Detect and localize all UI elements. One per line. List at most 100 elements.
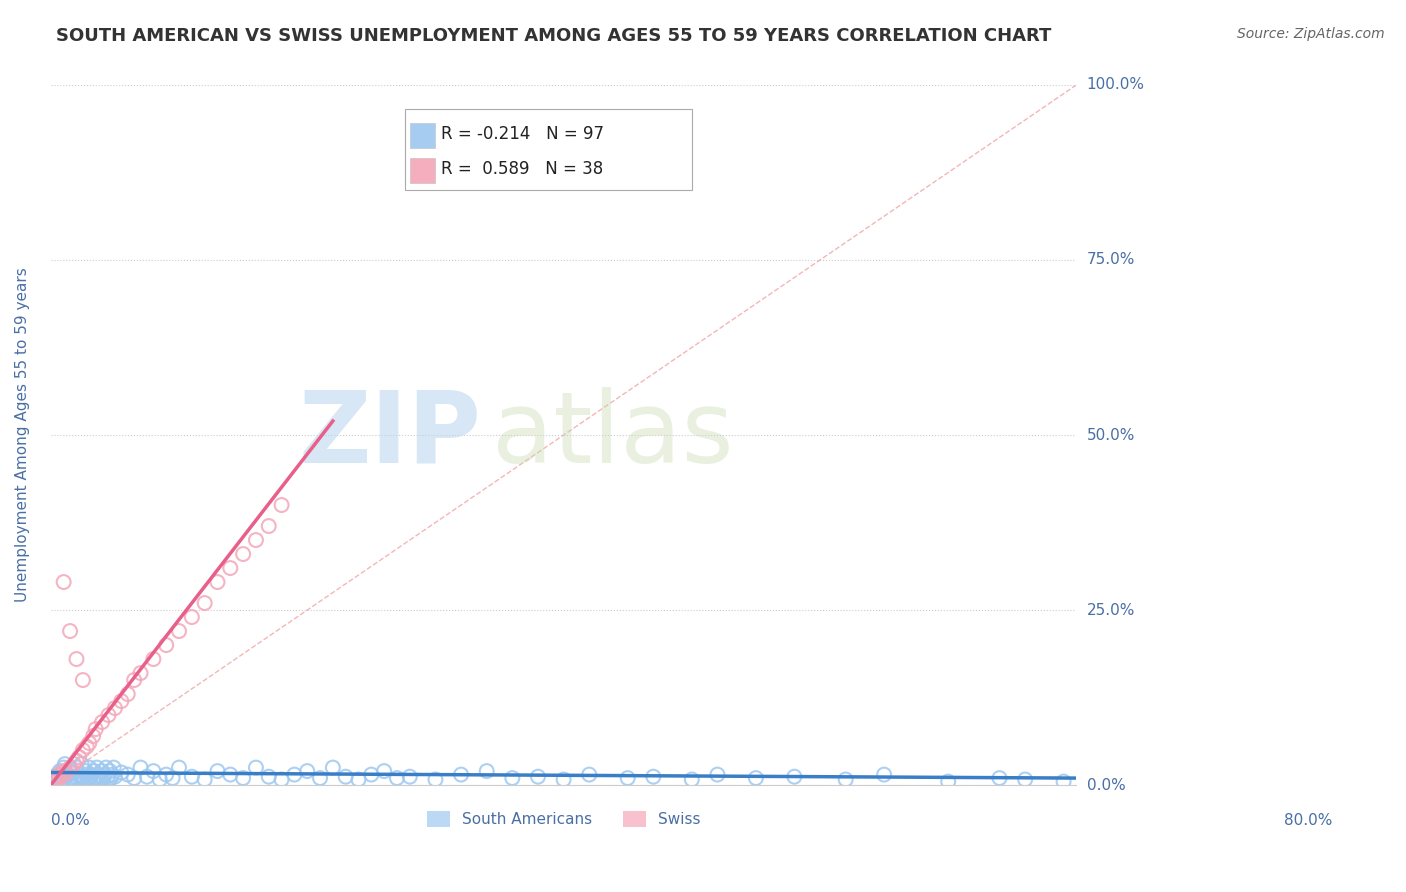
Point bbox=[117, 687, 139, 701]
Point bbox=[84, 722, 107, 736]
Point bbox=[72, 673, 94, 687]
Point bbox=[245, 533, 267, 547]
Point bbox=[82, 772, 104, 787]
Point bbox=[245, 761, 267, 775]
Point bbox=[475, 764, 498, 778]
Point bbox=[219, 561, 242, 575]
Text: ZIP: ZIP bbox=[298, 386, 482, 483]
Point bbox=[988, 771, 1011, 785]
Point bbox=[1014, 772, 1036, 787]
Point bbox=[873, 767, 896, 781]
Point bbox=[129, 761, 152, 775]
Point bbox=[91, 764, 114, 778]
Point bbox=[142, 764, 165, 778]
Point bbox=[643, 770, 665, 784]
Point bbox=[347, 772, 370, 787]
Point bbox=[72, 743, 94, 757]
Point bbox=[553, 772, 575, 787]
Text: atlas: atlas bbox=[492, 386, 734, 483]
Point bbox=[207, 575, 229, 590]
Point bbox=[122, 673, 145, 687]
Point bbox=[373, 764, 395, 778]
Point bbox=[110, 765, 132, 780]
Point bbox=[257, 770, 280, 784]
Point bbox=[232, 547, 254, 561]
Point bbox=[257, 519, 280, 533]
Point bbox=[104, 770, 127, 784]
Point bbox=[86, 761, 108, 775]
Point bbox=[45, 772, 67, 787]
Point bbox=[70, 757, 93, 772]
Point bbox=[297, 764, 319, 778]
Point bbox=[44, 770, 66, 784]
Point bbox=[53, 757, 76, 772]
Point bbox=[309, 771, 332, 785]
Point bbox=[360, 767, 382, 781]
Point bbox=[67, 750, 90, 764]
Point bbox=[706, 767, 728, 781]
Point bbox=[76, 739, 98, 754]
Point bbox=[80, 767, 103, 781]
Point bbox=[142, 652, 165, 666]
Point bbox=[55, 765, 77, 780]
Text: R = -0.214   N = 97: R = -0.214 N = 97 bbox=[440, 125, 603, 143]
Point bbox=[93, 767, 115, 781]
Point bbox=[66, 772, 89, 787]
Point bbox=[335, 770, 357, 784]
Text: 75.0%: 75.0% bbox=[1087, 252, 1135, 268]
Point bbox=[96, 770, 118, 784]
Point bbox=[63, 757, 86, 772]
Point bbox=[136, 770, 159, 784]
Point bbox=[167, 761, 190, 775]
Point bbox=[77, 771, 100, 785]
Point bbox=[527, 770, 550, 784]
Point bbox=[97, 772, 120, 787]
Y-axis label: Unemployment Among Ages 55 to 59 years: Unemployment Among Ages 55 to 59 years bbox=[15, 268, 30, 602]
Point bbox=[322, 761, 344, 775]
Text: 25.0%: 25.0% bbox=[1087, 603, 1135, 617]
Point bbox=[79, 761, 101, 775]
Point bbox=[425, 772, 447, 787]
Point bbox=[207, 764, 229, 778]
Point bbox=[56, 767, 79, 781]
Point bbox=[97, 708, 120, 723]
Point bbox=[55, 770, 77, 784]
Point bbox=[162, 771, 184, 785]
Point bbox=[52, 575, 75, 590]
Point bbox=[616, 771, 638, 785]
Point bbox=[578, 767, 600, 781]
Point bbox=[219, 767, 242, 781]
Point bbox=[42, 774, 65, 789]
Point bbox=[180, 770, 202, 784]
Point bbox=[72, 770, 94, 784]
Point bbox=[52, 764, 75, 778]
Point bbox=[69, 771, 91, 785]
FancyBboxPatch shape bbox=[409, 159, 436, 183]
Point bbox=[73, 772, 96, 787]
Point bbox=[155, 638, 177, 652]
Point bbox=[76, 767, 98, 781]
Point bbox=[79, 736, 101, 750]
Point bbox=[155, 767, 177, 781]
Point bbox=[91, 715, 114, 730]
Text: 50.0%: 50.0% bbox=[1087, 427, 1135, 442]
Text: SOUTH AMERICAN VS SWISS UNEMPLOYMENT AMONG AGES 55 TO 59 YEARS CORRELATION CHART: SOUTH AMERICAN VS SWISS UNEMPLOYMENT AMO… bbox=[56, 27, 1052, 45]
Point bbox=[129, 666, 152, 681]
Point bbox=[60, 771, 83, 785]
Point bbox=[745, 771, 768, 785]
Point bbox=[501, 771, 523, 785]
Point bbox=[83, 764, 105, 778]
Text: Source: ZipAtlas.com: Source: ZipAtlas.com bbox=[1237, 27, 1385, 41]
Point bbox=[58, 772, 80, 787]
Point bbox=[42, 771, 65, 785]
Point bbox=[63, 770, 86, 784]
Legend: South Americans, Swiss: South Americans, Swiss bbox=[420, 805, 706, 833]
Point bbox=[103, 761, 125, 775]
Point bbox=[59, 761, 82, 775]
Point bbox=[52, 761, 75, 775]
Point bbox=[49, 764, 72, 778]
Point bbox=[194, 772, 217, 787]
Point bbox=[385, 771, 408, 785]
Point bbox=[94, 761, 117, 775]
FancyBboxPatch shape bbox=[409, 123, 436, 148]
